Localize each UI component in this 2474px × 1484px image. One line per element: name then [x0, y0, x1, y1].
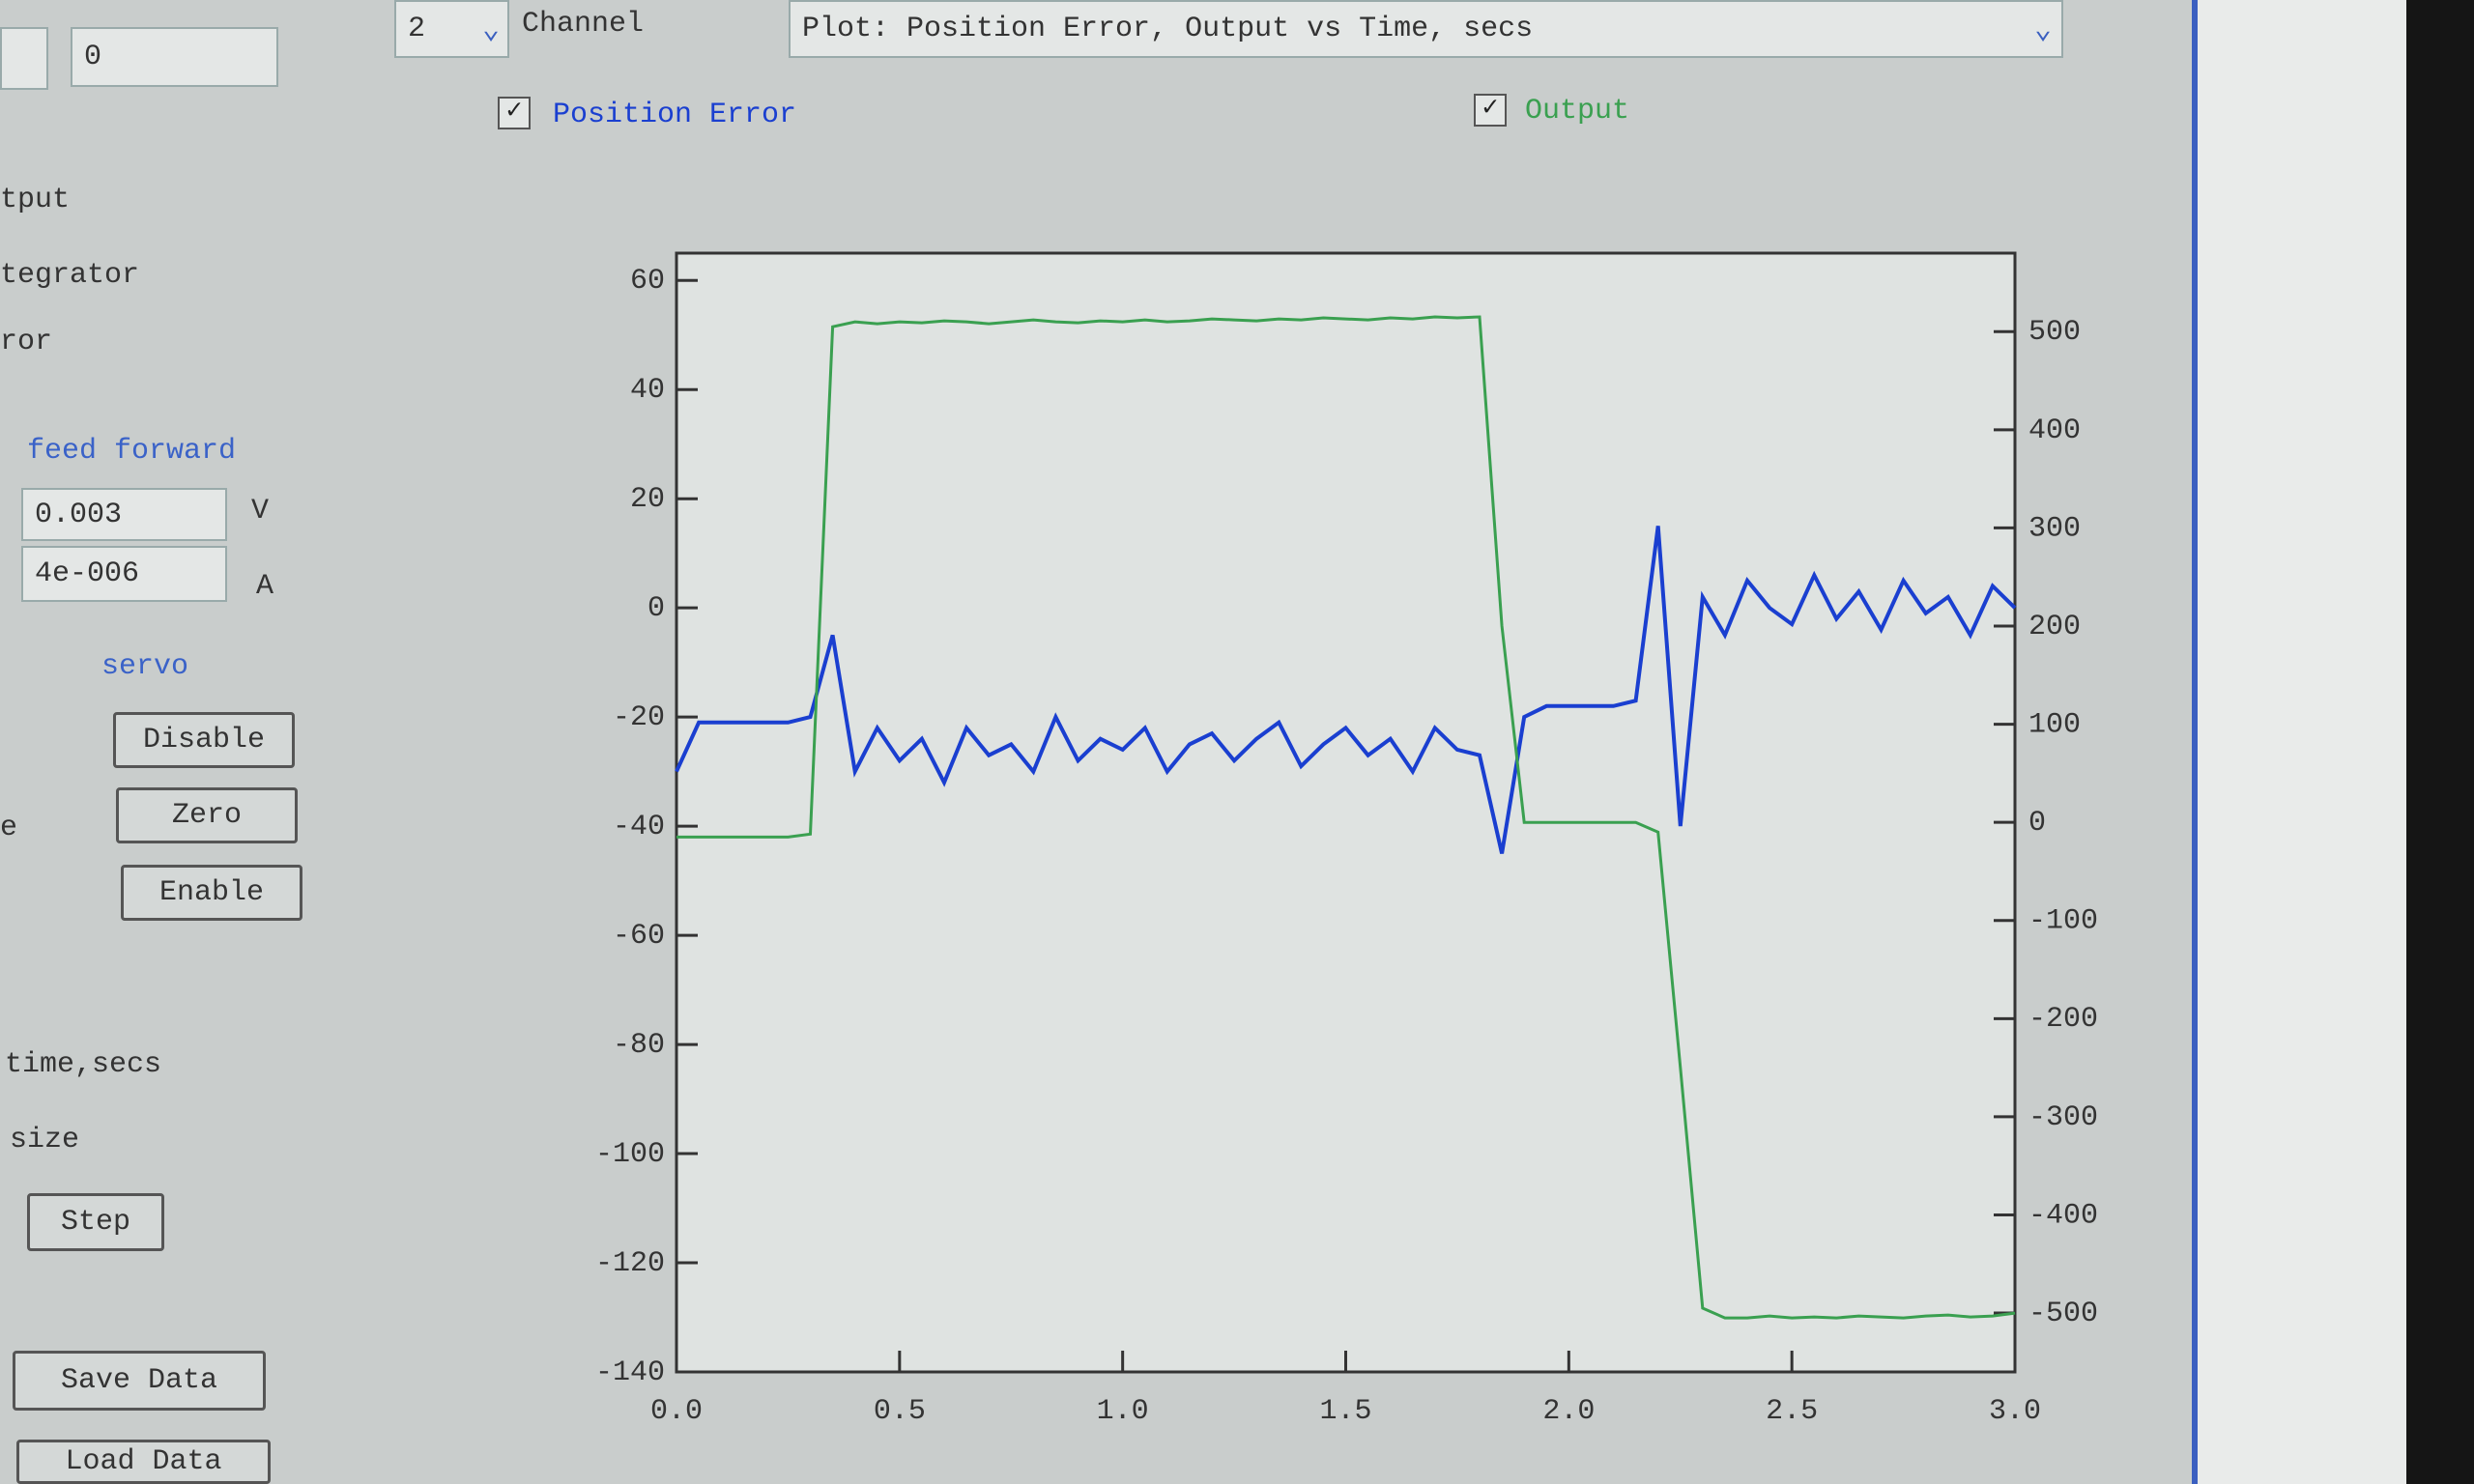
button[interactable]: Enable	[121, 865, 302, 921]
value: Plot: Position Error, Output vs Time, se…	[802, 13, 1534, 45]
label: Channel	[522, 8, 645, 41]
y2-tick-label: 500	[2028, 316, 2081, 349]
y-tick-label: -60	[613, 920, 665, 953]
bezel	[2406, 0, 2474, 1484]
button[interactable]: Step	[27, 1193, 164, 1251]
y-tick-label: 40	[630, 374, 665, 407]
x-tick-label: 2.5	[1766, 1395, 1818, 1428]
side-area	[2198, 0, 2406, 1484]
x-tick-label: 0.5	[874, 1395, 926, 1428]
y-tick-label: 0	[647, 592, 665, 625]
label: ror	[0, 326, 53, 358]
x-tick-label: 0.0	[650, 1395, 703, 1428]
x-tick-label: 1.0	[1097, 1395, 1149, 1428]
y2-tick-label: -100	[2028, 905, 2098, 938]
input[interactable]: 4e-006	[21, 546, 227, 602]
label: size	[10, 1124, 80, 1156]
legend-label[interactable]: Position Error	[553, 99, 797, 131]
unit: A	[256, 570, 274, 603]
button[interactable]: Save Data	[13, 1351, 266, 1411]
input[interactable]: 0.003	[21, 488, 227, 541]
y-tick-label: -20	[613, 701, 665, 734]
input-cut[interactable]	[0, 27, 48, 90]
label: tput	[0, 184, 71, 216]
y2-tick-label: -200	[2028, 1003, 2098, 1036]
y2-tick-label: -300	[2028, 1101, 2098, 1134]
label: tegrator	[0, 259, 140, 292]
button[interactable]: Load Data	[16, 1440, 271, 1484]
y-tick-label: 60	[630, 265, 665, 298]
label: e	[0, 812, 18, 844]
y-tick-label: -40	[613, 811, 665, 843]
y2-tick-label: 0	[2028, 807, 2046, 840]
y2-tick-label: -400	[2028, 1199, 2098, 1232]
series-line	[676, 315, 2016, 1320]
y-tick-label: -120	[595, 1247, 665, 1280]
arrow: ⌄	[481, 14, 500, 47]
value: 2	[408, 13, 426, 45]
input[interactable]: 0	[71, 27, 278, 87]
panel-border	[2192, 0, 2198, 1484]
unit: V	[251, 495, 270, 528]
legend-label[interactable]: Output	[1525, 95, 1630, 128]
checkbox[interactable]: ✓	[1474, 94, 1507, 127]
y2-tick-label: -500	[2028, 1298, 2098, 1330]
channel-select[interactable]: 2 ⌄	[394, 0, 509, 58]
button[interactable]: Disable	[113, 712, 295, 768]
section-label: servo	[101, 650, 189, 683]
y2-tick-label: 300	[2028, 512, 2081, 545]
section-label: feed forward	[27, 435, 237, 468]
label: time,secs	[5, 1048, 162, 1081]
y2-tick-label: 400	[2028, 414, 2081, 447]
y-tick-label: -100	[595, 1138, 665, 1171]
x-tick-label: 3.0	[1989, 1395, 2041, 1428]
x-tick-label: 1.5	[1319, 1395, 1371, 1428]
y-tick-label: -80	[613, 1029, 665, 1062]
y-tick-label: -140	[595, 1356, 665, 1389]
y2-tick-label: 200	[2028, 611, 2081, 643]
x-tick-label: 2.0	[1542, 1395, 1595, 1428]
button[interactable]: Zero	[116, 787, 298, 843]
checkbox[interactable]: ✓	[498, 97, 531, 129]
y2-tick-label: 100	[2028, 709, 2081, 742]
plot-select[interactable]: Plot: Position Error, Output vs Time, se…	[789, 0, 2063, 58]
y-tick-label: 20	[630, 483, 665, 516]
series-line	[675, 526, 2017, 854]
plot-area	[675, 251, 2017, 1374]
arrow: ⌄	[2033, 14, 2052, 47]
